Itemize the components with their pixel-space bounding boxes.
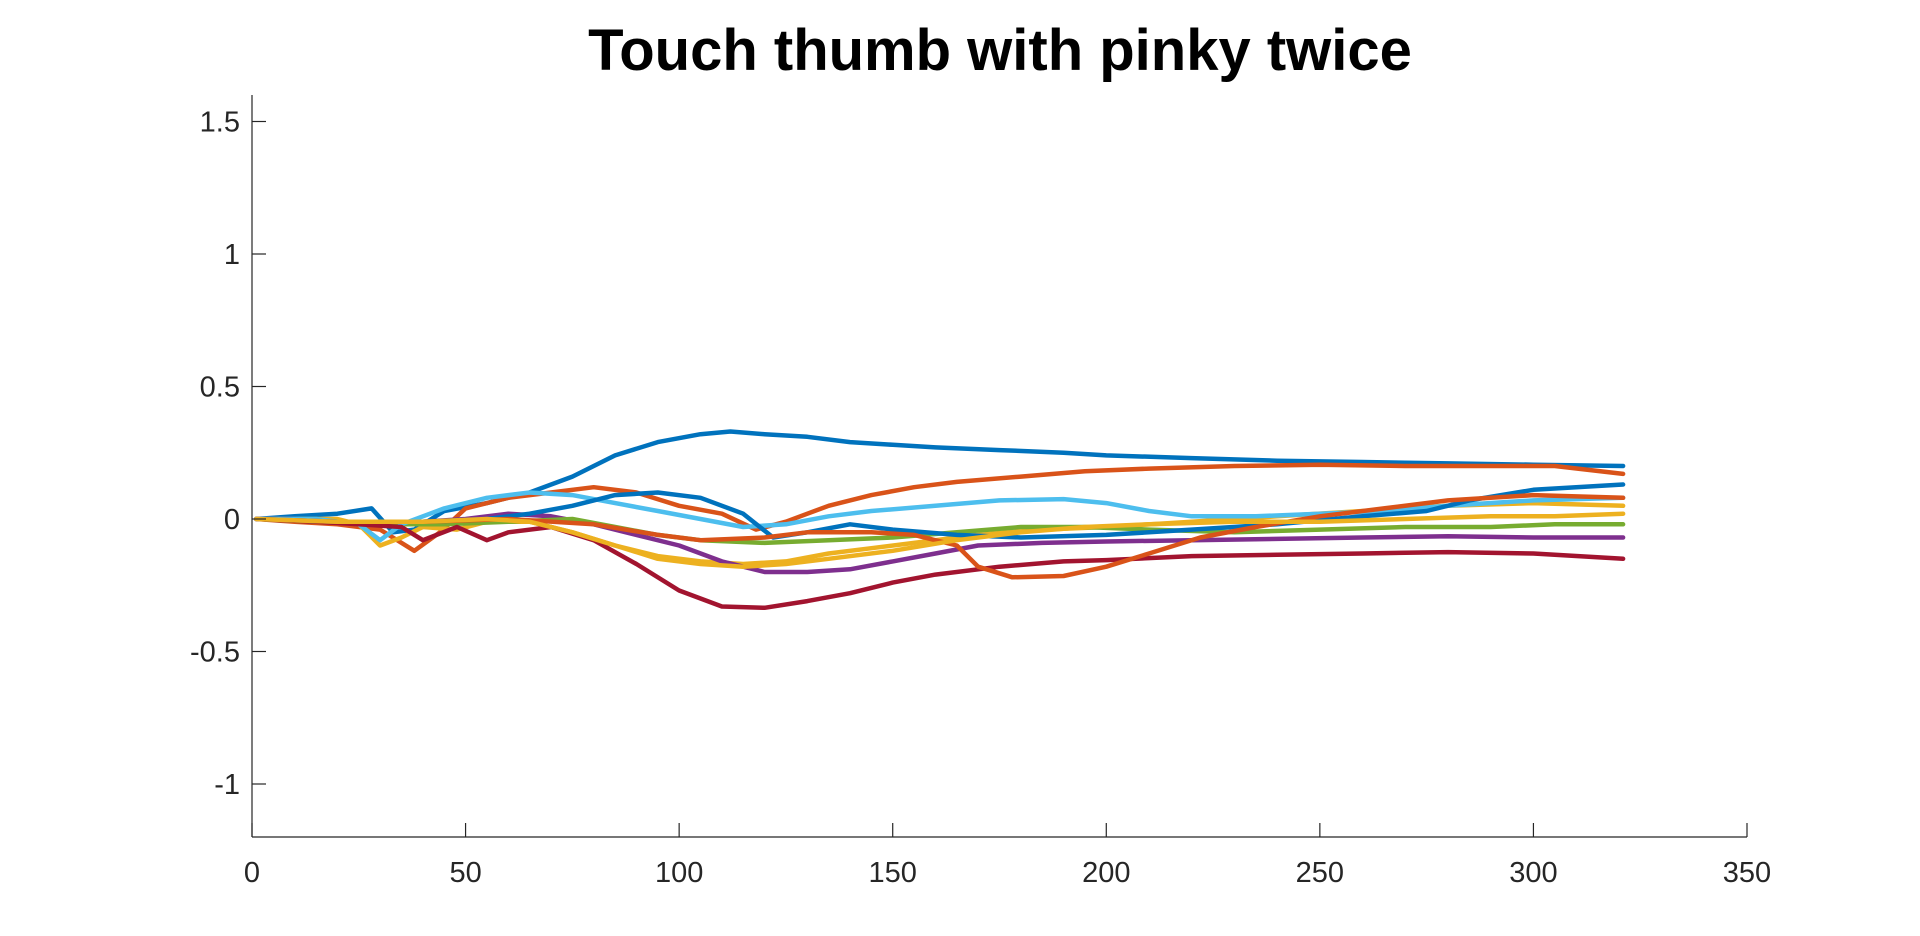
series-line-6 xyxy=(254,490,1626,543)
y-tick-label: 1.5 xyxy=(200,107,240,139)
series-line-7 xyxy=(254,516,1626,611)
y-ticks: -1 -0.5 0 0.5 1 1.5 xyxy=(190,107,266,801)
x-tick-label: 300 xyxy=(1509,857,1557,889)
y-tick-label: 0.5 xyxy=(200,372,240,404)
x-tick-label: 350 xyxy=(1723,857,1771,889)
y-tick-label: 1 xyxy=(224,239,240,271)
series-layer xyxy=(254,429,1626,611)
x-tick-label: 200 xyxy=(1082,857,1130,889)
x-tick-label: 0 xyxy=(244,857,260,889)
y-tick-label: 0 xyxy=(224,504,240,536)
x-tick-label: 50 xyxy=(449,857,481,889)
y-tick-label: -0.5 xyxy=(190,637,240,669)
series-line-9 xyxy=(254,492,1626,580)
x-tick-label: 150 xyxy=(869,857,917,889)
y-tick-label: -1 xyxy=(214,769,240,801)
x-tick-label: 250 xyxy=(1296,857,1344,889)
x-ticks: 0 50 100 150 200 250 300 350 xyxy=(244,823,1771,889)
series-line-5 xyxy=(254,516,1626,546)
chart-title: Touch thumb with pinky twice xyxy=(588,18,1412,83)
series-line-10 xyxy=(254,511,1626,569)
x-tick-label: 100 xyxy=(655,857,703,889)
series-line-8 xyxy=(254,482,1626,540)
